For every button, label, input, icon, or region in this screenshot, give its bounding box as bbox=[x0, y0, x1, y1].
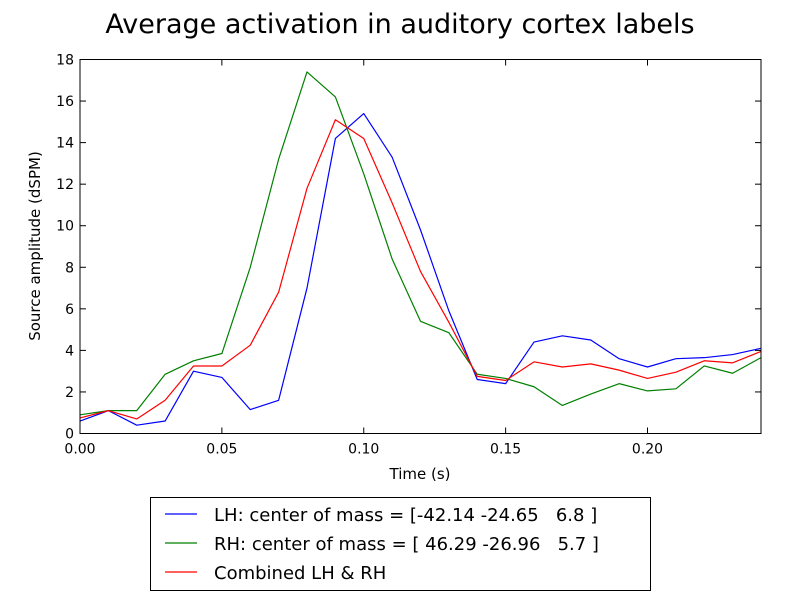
y-tick-label: 4 bbox=[65, 343, 74, 359]
y-axis-label: Source amplitude (dSPM) bbox=[26, 151, 44, 341]
y-tick-label: 10 bbox=[56, 219, 74, 235]
series-line-combined bbox=[79, 119, 762, 420]
series-line-lh bbox=[79, 112, 762, 426]
x-tick-label: 0.00 bbox=[64, 442, 95, 458]
plot-frame bbox=[79, 59, 762, 434]
y-tick-label: 8 bbox=[65, 260, 74, 276]
y-tick-label: 2 bbox=[65, 385, 74, 401]
legend-label-lh: LH: center of mass = [-42.14 -24.65 6.8 … bbox=[214, 505, 597, 526]
x-tick-label: 0.10 bbox=[348, 442, 379, 458]
series-layer bbox=[79, 71, 762, 426]
y-tick-label: 12 bbox=[56, 177, 74, 193]
x-axis-label: Time (s) bbox=[389, 465, 451, 483]
legend: LH: center of mass = [-42.14 -24.65 6.8 … bbox=[150, 497, 651, 591]
x-tick-label: 0.20 bbox=[632, 442, 663, 458]
y-tick-label: 0 bbox=[65, 427, 74, 443]
y-tick-label: 6 bbox=[65, 302, 74, 318]
y-tick-label: 14 bbox=[56, 136, 74, 152]
series-line-rh bbox=[79, 71, 762, 416]
plot-area bbox=[80, 59, 761, 434]
y-tick-label: 18 bbox=[56, 53, 74, 69]
legend-label-combined: Combined LH & RH bbox=[214, 563, 386, 584]
x-axis-ticks: 0.00 0.05 0.10 0.15 0.20 bbox=[64, 59, 663, 458]
x-tick-label: 0.15 bbox=[490, 442, 521, 458]
chart-title: Average activation in auditory cortex la… bbox=[105, 9, 694, 40]
y-axis-ticks: 0 2 4 6 8 10 12 14 16 18 bbox=[56, 53, 761, 443]
y-tick-label: 16 bbox=[56, 94, 74, 110]
legend-label-rh: RH: center of mass = [ 46.29 -26.96 5.7 … bbox=[214, 534, 599, 555]
legend-box bbox=[150, 497, 651, 591]
x-tick-label: 0.05 bbox=[206, 442, 237, 458]
